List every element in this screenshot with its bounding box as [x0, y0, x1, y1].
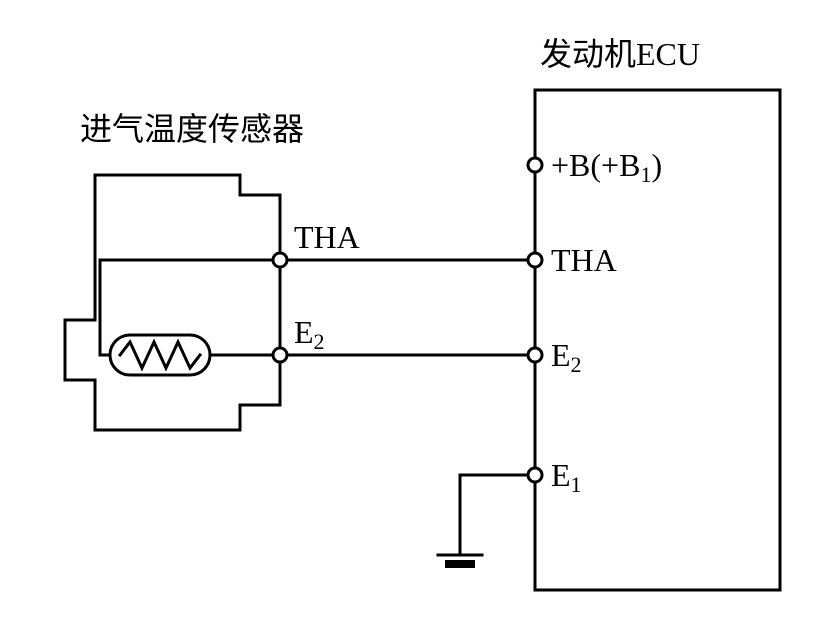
sensor-title-label: 进气温度传感器	[80, 111, 304, 147]
ecu-tha-label: THA	[551, 242, 617, 278]
sensor-terminal-e2	[273, 348, 287, 362]
ecu-title-label: 发动机ECU	[540, 36, 700, 72]
sensor-terminal-tha	[273, 253, 287, 267]
sensor-tha-label: THA	[294, 219, 360, 255]
ecu-terminal-e1	[528, 468, 542, 482]
ecu-plusb-label: +B(+B1)	[551, 147, 662, 187]
ecu-e2-label: E2	[551, 337, 582, 377]
ecu-e1-label: E1	[551, 457, 582, 497]
ground-icon-plate	[445, 560, 475, 568]
sensor-e2-label: E2	[294, 314, 325, 354]
thermistor-lead-tha	[100, 260, 280, 355]
ecu-terminal-e2	[528, 348, 542, 362]
sensor-outline	[65, 175, 280, 430]
thermistor-zigzag	[120, 342, 200, 368]
ecu-terminal-tha	[528, 253, 542, 267]
ecu-terminal-plusb	[528, 158, 542, 172]
